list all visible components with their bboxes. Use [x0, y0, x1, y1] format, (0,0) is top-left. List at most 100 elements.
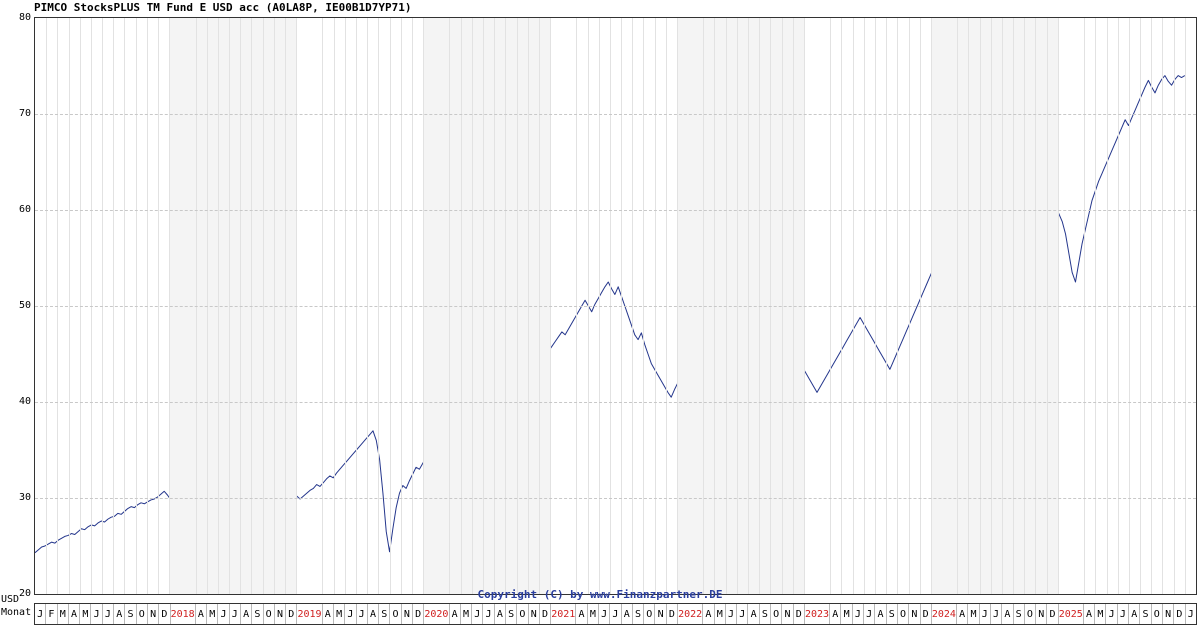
x-axis-month-label: A [1002, 604, 1014, 624]
x-axis-month-label: A [495, 604, 506, 624]
x-axis-month-label: M [715, 604, 726, 624]
y-axis-tick-label: 40 [18, 396, 31, 407]
y-axis-tick-label: 60 [18, 204, 31, 215]
copyright-label: Copyright (C) by www.Finanzpartner.DE [477, 588, 723, 601]
x-axis-month-label: J [345, 604, 357, 624]
x-axis-month-label: N [655, 604, 667, 624]
horizontal-gridline [35, 306, 1196, 307]
x-axis-month-label: M [588, 604, 599, 624]
x-axis-month-label: N [275, 604, 287, 624]
x-axis-month-label: D [794, 604, 805, 624]
x-axis-month-label: A [703, 604, 715, 624]
x-axis-month-label: M [1095, 604, 1107, 624]
plot-area [34, 17, 1197, 595]
x-axis-month-label: D [921, 604, 932, 624]
x-axis-month-label: A [323, 604, 334, 624]
x-axis-month-label: S [506, 604, 518, 624]
x-axis-month-label: D [667, 604, 679, 624]
x-axis-month-label: A [368, 604, 380, 624]
horizontal-gridline [35, 210, 1196, 211]
x-axis-month-label: J [357, 604, 368, 624]
x-axis-month-label: J [991, 604, 1003, 624]
x-axis-month-label: A [196, 604, 208, 624]
x-axis-month-label: A [830, 604, 842, 624]
x-axis-month-label: S [887, 604, 898, 624]
x-axis-month-label: J [35, 604, 47, 624]
x-axis-year-label: 2022 [678, 604, 704, 624]
x-axis-month-label: A [622, 604, 633, 624]
x-axis-month-label: J [980, 604, 991, 624]
x-axis-month-label: O [1152, 604, 1163, 624]
x-axis-month-label: J [599, 604, 611, 624]
x-axis-year-label: 2018 [171, 604, 196, 624]
x-axis-month-label: J [726, 604, 738, 624]
x-axis-month-label: D [286, 604, 298, 624]
x-axis-month-label: A [450, 604, 461, 624]
x-axis-month-label: A [1129, 604, 1141, 624]
x-axis-month-label: S [1140, 604, 1152, 624]
x-axis-month-label: J [91, 604, 103, 624]
x-axis-month-label: O [1025, 604, 1037, 624]
x-axis-month-label: J [1106, 604, 1118, 624]
x-axis-month-label: A [114, 604, 126, 624]
x-axis-year-label: 2020 [424, 604, 450, 624]
x-axis-month-label: J [1118, 604, 1130, 624]
x-axis-month-label: M [207, 604, 219, 624]
x-axis-month-label: A [576, 604, 588, 624]
x-axis-month-label: O [771, 604, 783, 624]
y-axis-unit-label: USD [1, 594, 20, 605]
x-axis-month-label: N [402, 604, 414, 624]
x-axis-month-label: F [46, 604, 58, 624]
x-axis-month-label: J [853, 604, 865, 624]
x-axis-month-label: S [379, 604, 391, 624]
x-axis-month-label: J [864, 604, 876, 624]
horizontal-gridline [35, 498, 1196, 499]
x-axis-month-label: D [1047, 604, 1059, 624]
x-axis-month-label: D [540, 604, 552, 624]
x-axis-month-label: N [1036, 604, 1048, 624]
y-axis: 20 30 40 50 60 70 80 [0, 13, 34, 599]
x-axis-month-label: D [159, 604, 171, 624]
x-axis-month-label: N [909, 604, 921, 624]
y-axis-tick-label: 20 [18, 588, 31, 599]
x-axis-year-label: 2025 [1059, 604, 1084, 624]
horizontal-gridline [35, 402, 1196, 403]
x-axis-month-label: O [644, 604, 656, 624]
x-axis-month-label: D [1174, 604, 1186, 624]
x-axis-month-label: S [633, 604, 645, 624]
x-axis-year-label: 2019 [297, 604, 323, 624]
x-axis-month-label: N [782, 604, 794, 624]
x-axis-year-label: 2024 [932, 604, 958, 624]
x-axis-month-label: A [1084, 604, 1096, 624]
y-axis-tick-label: 50 [18, 300, 31, 311]
x-axis-month-label: O [390, 604, 402, 624]
x-axis-month-label: A [875, 604, 887, 624]
x-axis-label: Monat [1, 607, 32, 618]
x-axis-month-label: M [334, 604, 346, 624]
x-axis-month-label: O [264, 604, 275, 624]
chart-title: PIMCO StocksPLUS TM Fund E USD acc (A0LA… [34, 1, 412, 14]
x-axis-month-label: S [125, 604, 137, 624]
x-axis-month-label: J [483, 604, 495, 624]
y-axis-tick-label: 80 [18, 12, 31, 23]
x-axis-month-label: M [461, 604, 473, 624]
y-axis-tick-label: 70 [18, 108, 31, 119]
x-axis-month-label: A [957, 604, 969, 624]
x-axis-year-label: 2021 [551, 604, 577, 624]
x-axis-year-label: 2023 [805, 604, 831, 624]
x-axis-month-label: S [252, 604, 264, 624]
x-axis-month-label: O [137, 604, 148, 624]
x-axis-month-label: N [1163, 604, 1175, 624]
x-axis-month-label: M [841, 604, 853, 624]
x-axis-month-label: O [517, 604, 529, 624]
x-axis-month-label: J [218, 604, 230, 624]
x-axis-month-label: O [898, 604, 910, 624]
x-axis-month-label: J [472, 604, 484, 624]
x-axis-month-label: A [241, 604, 253, 624]
x-axis-month-label: N [529, 604, 540, 624]
x-axis-month-label: A [69, 604, 81, 624]
x-axis-month-label: J [103, 604, 115, 624]
x-axis-month-label: S [1014, 604, 1025, 624]
x-axis-month-label: M [80, 604, 92, 624]
